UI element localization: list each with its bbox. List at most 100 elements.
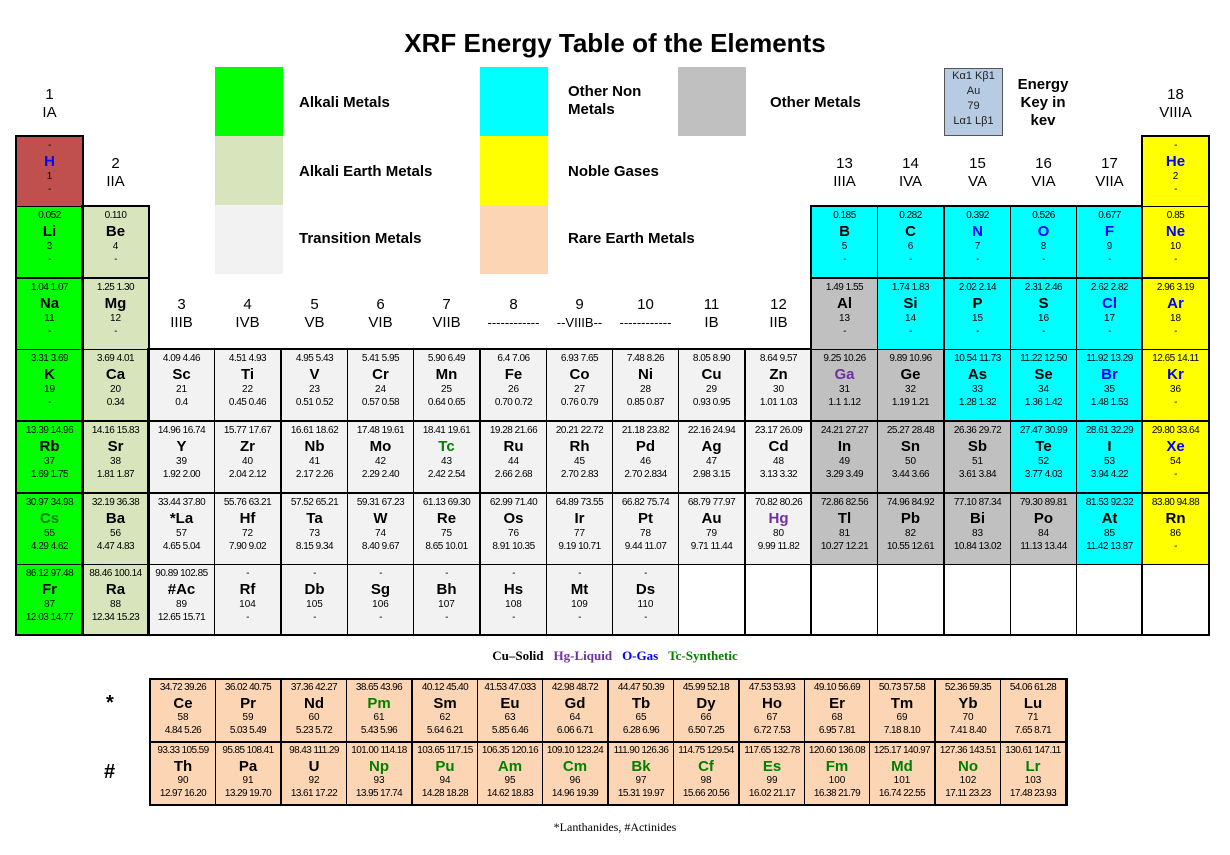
atomic-number: 49 bbox=[838, 456, 851, 467]
element-symbol: Ho bbox=[762, 695, 782, 712]
element-symbol: F bbox=[1104, 223, 1115, 240]
group-name: IA bbox=[42, 104, 57, 121]
k-line-energies: 0.85 bbox=[1166, 210, 1185, 221]
element-cell-es: 117.65 132.78 Es 99 16.02 21.17 bbox=[739, 742, 805, 805]
k-line-energies: 6.93 7.65 bbox=[560, 353, 599, 364]
l-line-energies: 13.95 17.74 bbox=[355, 788, 403, 799]
atomic-number: 86 bbox=[1169, 528, 1182, 539]
element-cell-sm: 40.12 45.40 Sm 62 5.64 6.21 bbox=[412, 679, 478, 742]
element-cell-al: 1.49 1.55 Al 13 - bbox=[811, 278, 878, 350]
l-line-energies: - bbox=[1174, 254, 1177, 265]
l-line-energies: 6.06 6.71 bbox=[556, 725, 594, 736]
k-line-energies: 117.65 132.78 bbox=[744, 745, 800, 756]
k-line-energies: 0.185 bbox=[833, 210, 856, 221]
element-cell-mt: - Mt 109 - bbox=[546, 564, 613, 636]
element-cell-ta: 57.52 65.21 Ta 73 8.15 9.34 bbox=[281, 493, 348, 565]
element-cell-cs: 30.97 34.98 Cs 55 4.29 4.62 bbox=[16, 493, 83, 565]
k-line-energies: - bbox=[246, 568, 249, 579]
element-symbol: Ag bbox=[701, 438, 722, 455]
element-symbol: W bbox=[373, 510, 388, 527]
energy-key-z: 79 bbox=[967, 100, 980, 112]
l-line-energies: 14.96 19.39 bbox=[551, 788, 599, 799]
legend-swatch-alkali bbox=[215, 67, 283, 136]
element-symbol: Ga bbox=[834, 366, 855, 383]
element-symbol: H bbox=[44, 153, 55, 170]
element-symbol: Pb bbox=[900, 510, 921, 527]
k-line-energies: 0.392 bbox=[966, 210, 989, 221]
element-symbol: I bbox=[1107, 438, 1112, 455]
atomic-number: 60 bbox=[308, 712, 320, 723]
group-number: 2 bbox=[111, 155, 120, 172]
element-symbol: Cs bbox=[39, 510, 60, 527]
l-line-energies: 3.77 4.03 bbox=[1024, 469, 1063, 480]
k-line-energies: 98.43 111.29 bbox=[289, 745, 339, 756]
atomic-number: 76 bbox=[507, 528, 520, 539]
element-cell-pd: 21.18 23.82 Pd 46 2.70 2.834 bbox=[612, 421, 679, 493]
atomic-number: 18 bbox=[1169, 313, 1182, 324]
l-line-energies: 7.18 8.10 bbox=[883, 725, 921, 736]
l-line-energies: 9.99 11.82 bbox=[757, 541, 800, 552]
element-cell-ir: 64.89 73.55 Ir 77 9.19 10.71 bbox=[546, 493, 613, 565]
l-line-energies: 4.65 5.04 bbox=[162, 541, 201, 552]
k-line-energies: 1.49 1.55 bbox=[825, 282, 864, 293]
atomic-number: 36 bbox=[1169, 384, 1182, 395]
group-header-7: 7 VIIB bbox=[409, 296, 484, 332]
group-header-13: 13 IIIA bbox=[807, 155, 882, 191]
element-cell-kr: 12.65 14.11 Kr 36 - bbox=[1142, 349, 1209, 421]
k-line-energies: 4.51 4.93 bbox=[228, 353, 267, 364]
k-line-energies: 2.02 2.14 bbox=[958, 282, 997, 293]
element-symbol: Eu bbox=[500, 695, 520, 712]
element-symbol: Np bbox=[369, 758, 389, 775]
element-cell-cm: 109.10 123.24 Cm 96 14.96 19.39 bbox=[542, 742, 608, 805]
element-cell-rf: - Rf 104 - bbox=[214, 564, 281, 636]
atomic-number: 14 bbox=[904, 313, 917, 324]
legend-label-alkali: Alkali Metals bbox=[299, 94, 390, 111]
atomic-number: 39 bbox=[175, 456, 188, 467]
group-header-2: 2 IIA bbox=[78, 155, 153, 191]
element-symbol: Ni bbox=[638, 366, 653, 383]
element-symbol: Rn bbox=[1165, 510, 1186, 527]
element-cell-ar: 2.96 3.19 Ar 18 - bbox=[1142, 278, 1209, 350]
l-line-energies: 0.70 0.72 bbox=[494, 397, 533, 408]
atomic-number: 44 bbox=[507, 456, 520, 467]
l-line-energies: 1.69 1.75 bbox=[30, 469, 69, 480]
k-line-energies: 22.16 24.94 bbox=[687, 425, 736, 436]
k-line-energies: 5.41 5.95 bbox=[361, 353, 400, 364]
group-header-5: 5 VB bbox=[277, 296, 352, 332]
element-symbol: V bbox=[309, 366, 320, 383]
l-line-energies: 0.64 0.65 bbox=[427, 397, 466, 408]
atomic-number: 26 bbox=[507, 384, 520, 395]
l-line-energies: 1.81 1.87 bbox=[96, 469, 135, 480]
l-line-energies: 2.17 2.26 bbox=[295, 469, 334, 480]
element-cell-mn: 5.90 6.49 Mn 25 0.64 0.65 bbox=[413, 349, 480, 421]
f-block-border bbox=[149, 678, 1068, 806]
k-line-energies: 93.33 105.59 bbox=[157, 745, 209, 756]
element-cell-zr: 15.77 17.67 Zr 40 2.04 2.12 bbox=[214, 421, 281, 493]
atomic-number: 106 bbox=[372, 599, 389, 610]
legend-swatch-noble bbox=[480, 136, 548, 205]
k-line-energies: 12.65 14.11 bbox=[1152, 353, 1199, 364]
atomic-number: 62 bbox=[439, 712, 451, 723]
legend-label-other-metal: Other Metals bbox=[770, 94, 861, 111]
element-symbol: #Ac bbox=[167, 581, 196, 598]
atomic-number: 11 bbox=[44, 313, 55, 324]
legend-label-other-nonmetal: Other Non Metals bbox=[568, 83, 642, 118]
k-line-energies: 2.96 3.19 bbox=[1156, 282, 1195, 293]
k-line-energies: 0.677 bbox=[1098, 210, 1121, 221]
atomic-number: 79 bbox=[705, 528, 718, 539]
element-cell-n: 0.392 N 7 - bbox=[944, 206, 1011, 278]
element-cell-pa: 95.85 108.41 Pa 91 13.29 19.70 bbox=[215, 742, 281, 805]
element-cell-bk: 111.90 126.36 Bk 97 15.31 19.97 bbox=[608, 742, 674, 805]
l-line-energies: 8.65 10.01 bbox=[425, 541, 468, 552]
k-line-energies: 0.110 bbox=[104, 210, 127, 221]
k-line-energies: - bbox=[379, 568, 382, 579]
element-cell-cd: 23.17 26.09 Cd 48 3.13 3.32 bbox=[745, 421, 812, 493]
l-line-energies: 9.44 11.07 bbox=[624, 541, 667, 552]
k-line-energies: - bbox=[578, 568, 581, 579]
element-symbol: In bbox=[837, 438, 852, 455]
atomic-number: 23 bbox=[308, 384, 321, 395]
element-cell-db: - Db 105 - bbox=[281, 564, 348, 636]
atomic-number: 16 bbox=[1037, 313, 1050, 324]
group-number: 5 bbox=[310, 296, 319, 313]
k-line-energies: 86.12 97.48 bbox=[25, 568, 74, 579]
